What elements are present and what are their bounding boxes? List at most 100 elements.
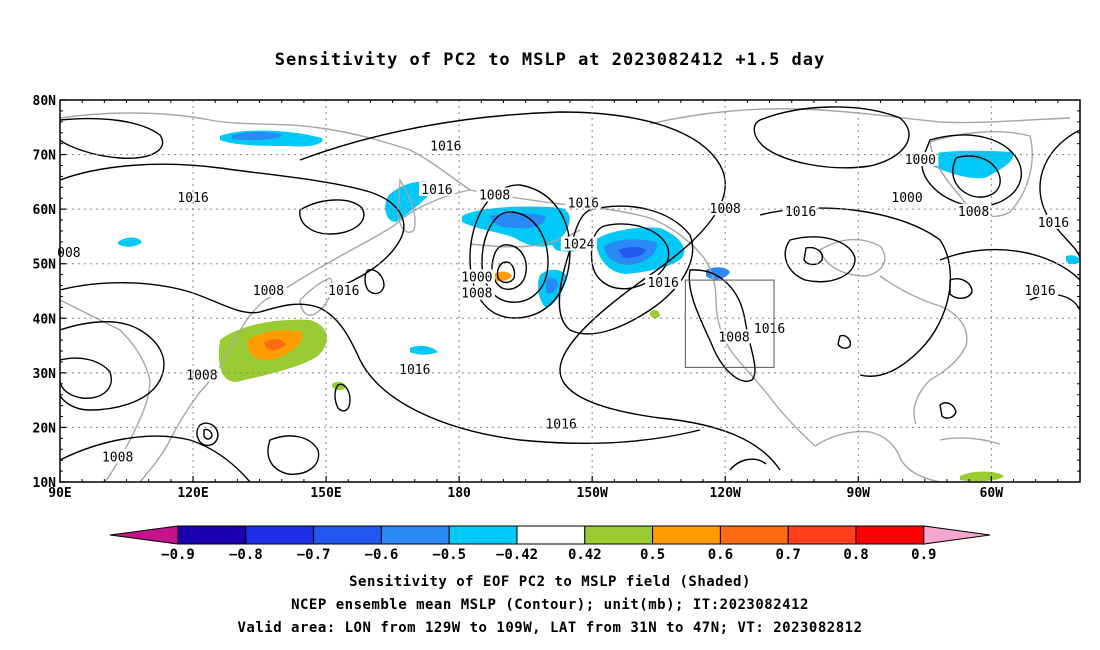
lon-tick-label: 180 [447,486,471,501]
contour-low-greenland-1 [921,134,1023,208]
contour-label: 1000 [905,153,936,168]
contour-label: 1016 [647,276,678,291]
coast-siberia [60,112,471,191]
contour-east-asia-2 [299,199,365,235]
contour-label-bg [396,362,433,377]
contour-na-high [759,207,952,377]
contour-low-greenland-2 [952,155,1001,198]
sensitivity-shading [118,130,1080,482]
contour-thermal-low [688,269,756,382]
contour-label: 1008 [461,287,492,302]
lon-tick-label: 60W [980,486,1004,501]
contour-label: 1016 [785,205,816,220]
colorbar-bin [448,525,518,545]
colorbar-label: −0.9 [161,547,195,563]
contour-label: 1008 [479,189,510,204]
contour-label-bg [902,152,939,167]
colorbar-low-extend [109,525,179,545]
shade-negative-arctic-west-core [232,132,282,140]
colorbar-bin [855,525,925,545]
colorbar-bin [380,525,450,545]
contour-label: 1000 [461,270,492,285]
contour-label: 1008 [186,369,217,384]
lon-tick-label: 90E [48,486,71,501]
contour-label-bg [889,190,926,205]
contour-label-bg [1022,283,1059,297]
colorbar-label: −0.5 [432,547,466,563]
contour-label-bg [325,283,362,297]
shade-positive-atlantic [960,471,1004,482]
contour-label-bg [99,449,136,464]
map-title: Sensitivity of PC2 to MSLP at 2023082412… [274,50,826,70]
lat-tick-label: 40N [33,312,57,327]
lat-tick-label: 30N [33,367,57,382]
shade-negative-alaska-core [490,213,546,229]
colorbar-label: −0.8 [229,547,263,563]
contour-label-bg [458,269,495,284]
contour-label-bg [250,283,287,297]
contour-label: 1016 [430,139,461,154]
contour-atlantic-ridge [939,248,1080,281]
contour-low-aleutian-1 [469,184,571,319]
colorbar-bin [719,525,789,545]
contour-label: 1008 [253,284,284,299]
colorbar-label: 0.42 [568,547,602,563]
contour-label: 1016 [177,191,208,206]
contour-label-bg [476,187,513,202]
contour-label-bg [458,285,495,300]
contour-small-low-3 [334,383,351,412]
contour-label: 1016 [399,363,430,378]
contour-label-bg [427,138,464,153]
contour-label: 1016 [545,418,576,433]
contour-label-bg [645,274,682,289]
contour-label-bg [716,329,753,344]
contour-label-bg [418,182,455,197]
contour-label: 1008 [958,205,989,220]
contour-labels: 1016 1016 1008 1016 1016 1008 1016 1000 1000 1008… [55,138,1072,465]
shade-negative-pacific-low-core [546,277,558,294]
coast-east-asia [139,189,471,482]
coast-arctic-canada [649,108,1071,125]
contour-small-low-1 [196,422,219,447]
colorbar-bin [516,525,586,545]
shade-negative-small-2 [410,345,438,355]
lat-tick-label: 20N [33,421,57,436]
contour-atlantic-low [1029,293,1080,311]
lat-tick-label: 80N [33,94,57,109]
lat-tick-label: 10N [33,476,57,491]
shade-negative-nw-canada-deep [618,247,646,258]
graticule [60,100,1080,482]
contour-atlantic-1016 [1039,129,1080,261]
coast-north-america-east [879,275,968,425]
shade-positive-small-1 [650,309,660,319]
contour-label-bg [565,195,602,210]
lon-tick-label: 120E [177,486,208,501]
shade-negative-small-1 [118,237,142,247]
contour-label-bg [782,203,819,218]
contour-label: 1024 [563,238,594,253]
contour-caribbean [729,458,767,471]
contour-label: 008 [57,246,80,261]
coast-aleutians [469,229,581,248]
contour-label-bg [560,236,597,251]
colorbar-bin [245,525,315,545]
colorbar-bin [177,525,247,545]
contour-label-bg [1035,214,1072,229]
colorbar-label: −0.6 [365,547,399,563]
contour-label: 1008 [102,450,133,465]
colorbar-label: 0.7 [776,547,801,563]
colorbar-bin [652,525,721,545]
contour-subtropical-2 [267,435,320,475]
colorbar-bin [584,525,654,545]
shade-negative-greenland [924,150,1014,179]
contour-small-low-2 [203,428,213,440]
contour-asia-low-1 [60,282,701,444]
shade-negative-small-3 [1066,255,1080,265]
contour-east-asia-1 [60,163,405,291]
contour-small-low-4 [364,269,385,295]
contour-label: 1000 [891,191,922,206]
lon-tick-label: 90W [847,486,871,501]
contour-high-pacific [299,111,781,471]
contour-label: 1016 [421,183,452,198]
